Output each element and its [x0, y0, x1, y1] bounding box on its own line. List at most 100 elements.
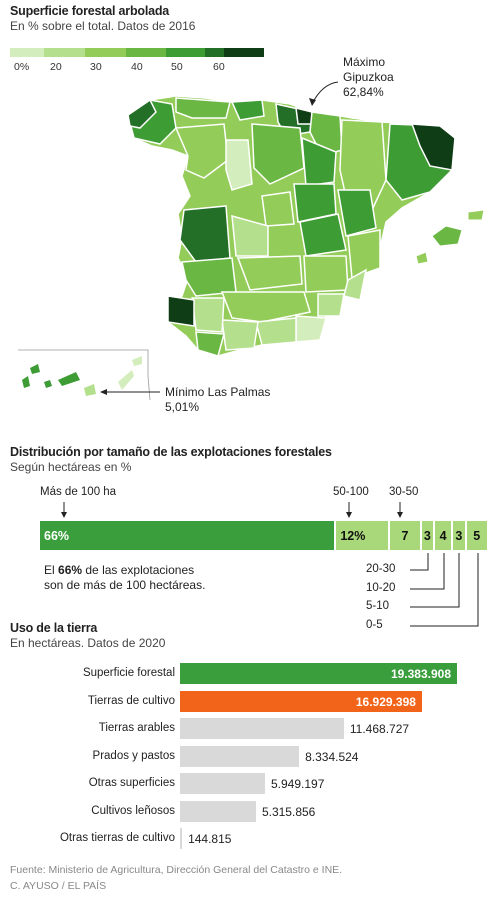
max-label-line2: Gipuzkoa — [343, 70, 394, 84]
dist-segment-label: 66% — [44, 528, 70, 543]
region-cantabria — [230, 99, 265, 121]
dist-note-post: de las explotaciones — [82, 563, 195, 577]
dist-note-pre: El — [44, 563, 59, 577]
dist-top-label: 30-50 — [389, 486, 419, 498]
dist-segment-2: 7 — [390, 521, 422, 550]
region-teruel — [337, 189, 377, 237]
region-ibiza — [415, 251, 429, 265]
land-category-label: Tierras de cultivo — [87, 694, 175, 707]
footer-credit: C. AYUSO / EL PAÍS — [10, 880, 107, 892]
min-arrow-head — [100, 389, 107, 395]
land-bar — [180, 663, 457, 684]
max-label-value: 62,84% — [343, 85, 384, 99]
map-subtitle: En % sobre el total. Datos de 2016 — [10, 19, 196, 33]
dist-bottom-label: 10-20 — [366, 582, 396, 594]
legend-tick: 50 — [171, 61, 183, 73]
legend-swatch — [205, 48, 224, 57]
land-category-label: Otras superficies — [88, 777, 175, 789]
region-castilla-leon-east — [251, 123, 305, 185]
dist-bottom-label: 20-30 — [366, 563, 396, 575]
dist-note: El 66% de las explotaciones son de más d… — [44, 563, 205, 593]
dist-segment-label: 3 — [423, 528, 431, 543]
arrow-head — [61, 512, 67, 518]
dist-segment-label: 5 — [473, 528, 481, 543]
region-huelva — [167, 295, 195, 327]
region-ciudad-real — [236, 255, 303, 291]
leader-5-10 — [410, 553, 460, 608]
region-toledo — [231, 214, 269, 257]
land-value-label: 144.815 — [188, 832, 232, 846]
land-subtitle: En hectáreas. Datos de 2020 — [10, 636, 166, 650]
region-zamora — [225, 139, 253, 191]
legend-tick: 60 — [213, 61, 225, 73]
legend-swatch — [126, 48, 166, 57]
dist-segment-4: 4 — [435, 521, 454, 550]
region-extremadura-south — [181, 257, 237, 297]
land-title: Uso de la tierra — [10, 621, 98, 635]
dist-segment-3: 3 — [421, 521, 436, 550]
dist-note-bold: 66% — [58, 563, 83, 577]
spain-map — [18, 81, 485, 401]
min-label-line1: Mínimo Las Palmas — [165, 385, 271, 399]
max-arrow-head — [309, 98, 316, 106]
land-category-label: Superficie forestal — [82, 667, 175, 679]
legend-swatch — [224, 48, 264, 57]
region-soria — [301, 136, 337, 187]
land-value-label: 5.315.856 — [261, 804, 316, 819]
region-gran-canaria — [84, 384, 96, 396]
canary-inset-frame — [18, 349, 151, 401]
legend-swatch — [44, 48, 85, 57]
dist-segment-label: 7 — [401, 528, 409, 543]
dist-segment-label: 3 — [455, 528, 463, 543]
region-canary-gomera — [44, 380, 52, 388]
dist-subtitle: Según hectáreas en % — [10, 460, 132, 474]
dist-segment-6: 5 — [466, 521, 489, 550]
land-value-label: 8.334.524 — [305, 749, 359, 764]
land-category-label: Tierras arables — [98, 722, 175, 734]
dist-arrows — [61, 502, 479, 627]
land-category-label: Cultivos leñosos — [91, 804, 175, 817]
land-bar — [180, 828, 183, 849]
land-value-label: 11.468.727 — [349, 722, 410, 736]
dist-segment-5: 3 — [453, 521, 467, 550]
land-category-label: Otras tierras de cultivo — [59, 832, 175, 844]
region-menorca — [467, 209, 485, 221]
region-murcia — [317, 293, 345, 317]
footer-source: Fuente: Ministerio de Agricultura, Direc… — [10, 864, 343, 876]
region-cadiz — [195, 331, 225, 357]
land-bar — [180, 718, 344, 739]
land-value-label: 16.929.398 — [355, 694, 416, 709]
legend-swatch — [10, 48, 44, 57]
min-label-value: 5,01% — [165, 400, 200, 414]
region-alicante — [343, 268, 368, 301]
legend-tick: 0% — [14, 61, 30, 73]
dist-note-line2: son de más de 100 hectáreas. — [44, 578, 206, 592]
region-girona — [410, 123, 456, 171]
land-value-label: 19.383.908 — [390, 667, 451, 681]
region-malaga — [221, 319, 259, 351]
min-annotation: Mínimo Las Palmas 5,01% — [165, 385, 270, 415]
dist-segment-label: 4 — [439, 528, 447, 543]
region-mallorca — [431, 225, 463, 247]
map-title: Superficie forestal arbolada — [10, 4, 170, 18]
region-fuerteventura — [118, 370, 134, 390]
max-annotation: Máximo Gipuzkoa 62,84% — [343, 55, 394, 100]
region-granada — [255, 317, 297, 346]
dist-bottom-label: 5-10 — [366, 600, 390, 612]
dist-top-label: 50-100 — [333, 486, 369, 498]
land-category-label: Prados y pastos — [92, 749, 175, 762]
land-bar — [180, 690, 422, 712]
land-bar — [180, 745, 300, 767]
leader-0-5 — [410, 553, 479, 627]
legend-swatch — [166, 48, 205, 57]
land-bar — [180, 773, 265, 794]
legend-tick: 20 — [50, 61, 62, 73]
region-tenerife — [58, 372, 80, 386]
region-castilla-leon-west — [174, 123, 229, 179]
region-lanzarote — [132, 356, 142, 366]
region-coruna — [127, 98, 157, 129]
max-label-line1: Máximo — [343, 55, 386, 69]
dist-top-label: Más de 100 ha — [40, 486, 117, 498]
dist-bottom-label: 0-5 — [366, 619, 383, 631]
land-bar — [180, 800, 256, 822]
